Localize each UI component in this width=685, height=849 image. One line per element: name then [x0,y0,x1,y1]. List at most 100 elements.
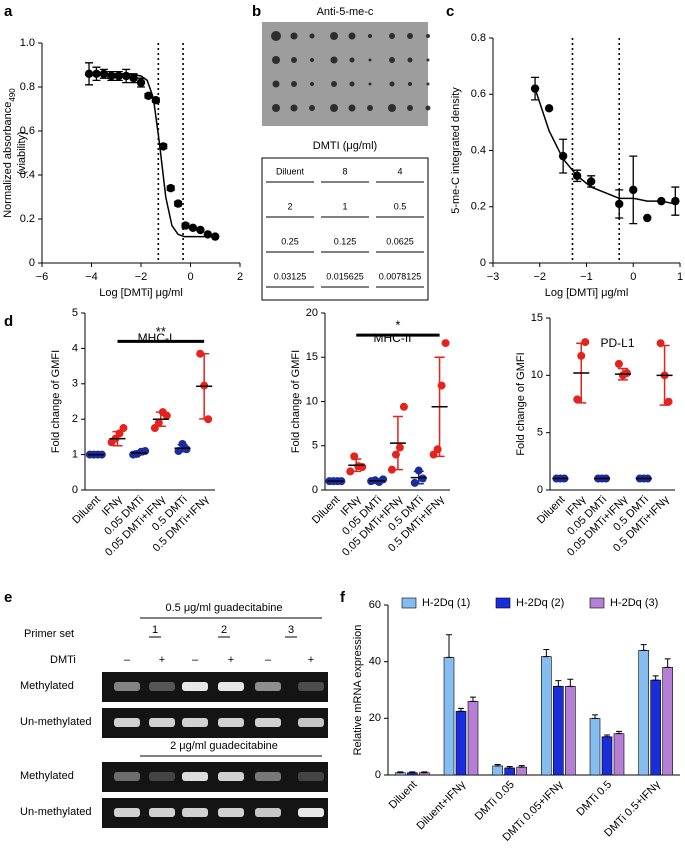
table-cell: 2 [287,201,292,211]
panel-letter: f [340,589,346,606]
data-point [203,230,213,239]
y-tick-label: 10 [531,369,543,381]
legend-label: H-2Dq (2) [516,597,564,609]
row-label: Methylated [20,680,74,692]
error-bar [446,634,452,658]
error-bar [409,771,416,774]
blot-dot [272,80,280,88]
gel-band [218,808,244,817]
data-point [166,184,175,193]
y-tick-label: 0 [537,484,543,496]
blot-dot [349,81,355,87]
panel-letter: b [252,3,261,20]
blot-dot [407,57,413,63]
data-point [586,177,596,186]
gel-band [255,808,281,817]
bar [553,686,564,776]
data-point [643,213,652,223]
significance-label: ** [156,324,166,339]
x-tick-label: 1 [677,271,683,283]
gel-band [298,808,324,817]
y-tick-label: 1.0 [20,37,35,49]
data-point [92,69,101,79]
blot-dot [425,105,431,111]
data-point [188,223,198,232]
data-point [119,424,128,433]
gel-band [218,772,244,781]
x-axis-label: Log [DMTi] μg/ml [99,287,183,299]
chart-title: PD-L1 [600,336,634,350]
y-tick-label: 0.8 [471,32,486,44]
data-point [114,71,123,81]
bar [650,679,661,776]
panel-letter: d [4,313,13,330]
panel-letter: c [446,3,454,20]
y-axis-label: 5-me-C integrated density [450,87,462,214]
gel-band [218,718,244,727]
blot-dot [272,56,280,64]
legend-swatch [495,597,511,609]
y-tick-label: 15 [306,351,318,363]
gel-band [114,808,140,817]
bar [516,766,527,776]
table-cell: Diluent [276,166,305,176]
error-bar [592,714,598,719]
data-point [121,71,131,81]
fit-curve [534,88,676,205]
blot-dot [348,104,356,112]
data-point [544,104,554,113]
data-point [433,445,442,454]
blot-dot [426,82,430,86]
blot-image [262,22,428,126]
error-bar [397,771,404,774]
blot-dot [408,82,412,86]
bar [589,718,601,776]
data-point [395,443,404,452]
data-point [211,232,220,241]
legend-label: H-2Dq (3) [610,597,658,609]
gel-band [298,682,324,691]
blot-dot [389,57,395,63]
blot-dot [407,105,413,111]
data-point [414,466,423,475]
data-point [558,151,568,161]
chart-title: MHC-II [374,331,412,345]
table-cell: 8 [342,166,347,176]
y-tick-label: 15 [531,312,543,324]
gel-band [182,772,208,781]
error-bar [518,765,525,768]
table-cell: 0.0625 [386,236,414,246]
y-tick-label: 0.6 [20,125,35,137]
gel-band [114,718,140,727]
legend-label: H-2Dq (1) [422,597,470,609]
data-point [391,450,400,459]
x-tick-label: −2 [135,271,148,283]
data-point [657,196,666,206]
blot-dot [272,104,280,112]
blot-dot [271,31,281,41]
table-cell: 1 [342,201,347,211]
x-tick-label: 2 [237,271,243,283]
data-point [573,395,582,404]
x-tick-label: Diluent [70,494,103,527]
blot-dot [310,58,314,62]
bar [601,736,613,776]
y-tick-label: 0 [72,484,78,496]
x-tick-label: DMTi 0.5 [574,779,614,819]
blot-dot [310,82,314,86]
y-tick-label: 0.2 [20,213,35,225]
y-axis-label-sub: 490 [8,88,17,102]
bar [565,686,576,776]
bar [662,667,673,776]
data-point [581,338,590,347]
error-bar [664,658,671,668]
y-tick-label: 5 [312,440,318,452]
error-bar [470,696,476,702]
blot-dot [368,82,372,86]
data-point [387,465,396,474]
blot-dot [389,81,395,87]
x-tick-label: 0 [630,271,636,283]
blot-dot [330,32,338,40]
y-tick-label: 0 [29,257,35,269]
